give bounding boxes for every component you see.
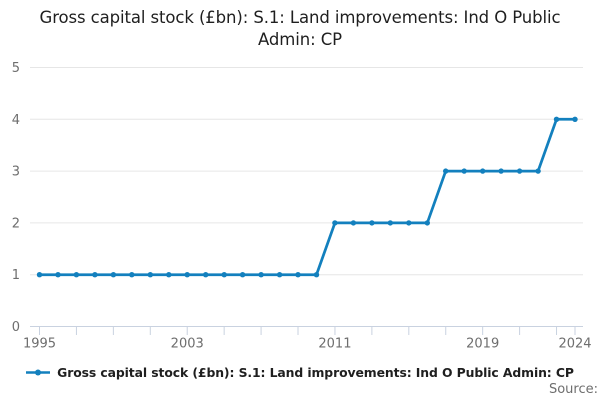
- data-point: [36, 272, 43, 278]
- data-point: [110, 272, 117, 278]
- x-tick-label: 2003: [171, 337, 204, 352]
- data-point: [443, 168, 449, 174]
- data-point: [55, 272, 61, 278]
- data-point: [350, 220, 357, 226]
- data-point: [239, 272, 246, 278]
- chart-title: Gross capital stock (£bn): S.1: Land imp…: [39, 8, 561, 49]
- data-point: [516, 168, 523, 174]
- y-tick-label: 3: [12, 165, 20, 180]
- source-label: Source:: [548, 382, 598, 397]
- y-tick-label: 2: [12, 216, 20, 231]
- y-tick-label: 4: [12, 113, 20, 128]
- y-tick-label: 0: [12, 320, 20, 335]
- data-point: [480, 168, 486, 174]
- x-tick-label: 2024: [558, 337, 591, 352]
- data-point: [221, 272, 227, 278]
- data-point: [92, 272, 98, 278]
- x-tick-label: 2011: [318, 337, 351, 352]
- legend-line-dot-icon: [26, 369, 51, 376]
- data-point: [147, 272, 153, 278]
- legend: Gross capital stock (£bn): S.1: Land imp…: [0, 365, 600, 380]
- data-point: [332, 220, 338, 226]
- data-point: [424, 220, 430, 226]
- data-point: [498, 168, 504, 174]
- data-point: [461, 168, 467, 174]
- data-point: [572, 116, 578, 123]
- data-point: [184, 272, 190, 278]
- data-point: [406, 220, 412, 226]
- data-point: [313, 272, 320, 278]
- data-point: [203, 272, 209, 278]
- x-tick-label: 1995: [23, 337, 56, 352]
- data-point: [129, 272, 135, 278]
- data-point: [535, 168, 541, 174]
- data-point: [73, 272, 80, 278]
- legend-label: Gross capital stock (£bn): S.1: Land imp…: [57, 365, 574, 380]
- data-point: [276, 272, 283, 278]
- y-tick-label: 1: [12, 268, 20, 283]
- x-tick-label: 2019: [466, 337, 499, 352]
- data-point: [553, 116, 560, 123]
- data-point: [166, 272, 172, 278]
- data-point: [387, 220, 393, 226]
- data-point: [258, 272, 264, 278]
- y-tick-label: 5: [12, 61, 20, 76]
- data-point: [295, 272, 301, 278]
- data-line: [38, 117, 577, 277]
- line-chart-svg: 0 1 2 3 4 5 1995 2003 2011 2019 2024: [12, 61, 592, 352]
- data-point: [369, 220, 375, 226]
